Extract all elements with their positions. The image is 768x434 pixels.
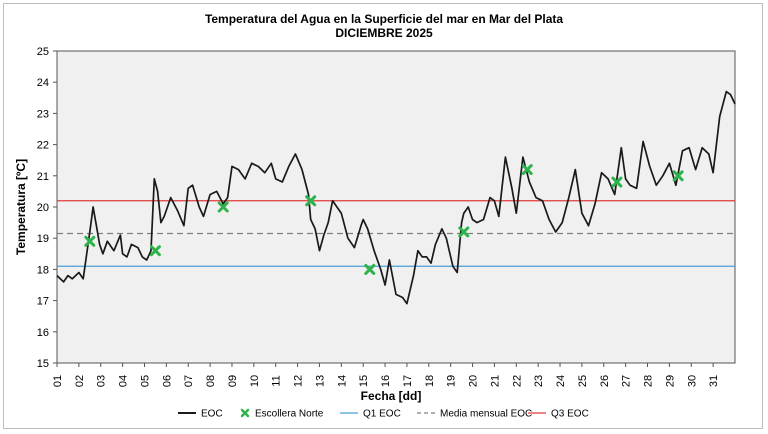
escollera-point (611, 176, 623, 188)
y-tick-label: 25 (37, 46, 49, 58)
escollera-point (217, 201, 229, 213)
x-tick-label: 08 (205, 375, 217, 387)
y-axis-label: Temperatura [ºC] (14, 159, 28, 255)
x-tick-label: 16 (380, 375, 392, 387)
x-tick-label: 01 (52, 375, 64, 387)
escollera-point (149, 245, 161, 257)
x-tick-label: 20 (468, 375, 480, 387)
x-tick-label: 09 (227, 375, 239, 387)
y-tick-label: 16 (37, 327, 49, 339)
legend-item-q3: Q3 EOC (528, 409, 589, 420)
x-tick-label: 25 (577, 375, 589, 387)
escollera-point (672, 170, 684, 182)
x-tick-label: 03 (96, 375, 108, 387)
legend-label: Escollera Norte (255, 409, 324, 420)
y-tick-label: 15 (37, 358, 49, 370)
x-tick-label: 11 (271, 375, 283, 386)
x-tick-label: 28 (643, 375, 655, 387)
escollera-point (364, 263, 376, 275)
x-tick-label: 18 (424, 375, 436, 387)
x-tick-label: 29 (664, 375, 676, 387)
y-tick-label: 18 (37, 264, 49, 276)
x-tick-label: 06 (161, 375, 173, 387)
x-tick-label: 30 (686, 375, 698, 387)
x-tick-label: 19 (446, 375, 458, 387)
y-tick-label: 20 (37, 202, 49, 214)
eoc-series-line (56, 90, 736, 305)
legend-label: Media mensual EOC (440, 409, 532, 420)
y-tick-label: 19 (37, 233, 49, 245)
escollera-point (305, 195, 317, 207)
legend-label: Q3 EOC (551, 409, 589, 420)
y-tick-label: 22 (37, 140, 49, 152)
x-tick-label: 21 (489, 375, 501, 387)
x-tick-label: 14 (336, 375, 348, 387)
y-tick-label: 21 (37, 171, 49, 183)
y-tick-label: 17 (37, 296, 49, 308)
x-tick-label: 17 (402, 375, 414, 387)
legend-item-media: Media mensual EOC (417, 409, 532, 420)
legend-item-escollera: Escollera Norte (240, 408, 324, 420)
x-tick-label: 12 (293, 375, 305, 387)
escollera-point (458, 226, 470, 238)
x-tick-label: 05 (139, 375, 151, 387)
chart-subtitle: DICIEMBRE 2025 (335, 26, 433, 40)
legend-label: Q1 EOC (363, 409, 401, 420)
x-tick-label: 23 (533, 375, 545, 387)
escollera-point (84, 235, 96, 247)
x-tick-label: 13 (314, 375, 326, 387)
x-tick-label: 22 (511, 375, 523, 387)
legend-item-eoc: EOC (178, 409, 223, 420)
x-tick-label: 27 (621, 375, 633, 387)
x-axis-label: Fecha [dd] (361, 389, 422, 403)
x-tick-label: 15 (358, 375, 370, 387)
escollera-point (521, 164, 533, 176)
chart-title: Temperatura del Agua en la Superficie de… (205, 12, 563, 26)
y-tick-label: 23 (37, 108, 49, 120)
x-tick-label: 10 (249, 375, 261, 387)
plot-area (56, 50, 736, 364)
x-tick-label: 31 (708, 375, 720, 387)
legend-swatch (240, 408, 250, 418)
legend-label: EOC (201, 409, 223, 420)
x-tick-label: 04 (118, 375, 130, 387)
x-tick-label: 07 (183, 375, 195, 387)
legend-item-q1: Q1 EOC (340, 409, 401, 420)
x-tick-label: 02 (74, 375, 86, 387)
x-tick-label: 24 (555, 375, 567, 387)
x-tick-label: 26 (599, 375, 611, 387)
y-tick-label: 24 (37, 77, 49, 89)
